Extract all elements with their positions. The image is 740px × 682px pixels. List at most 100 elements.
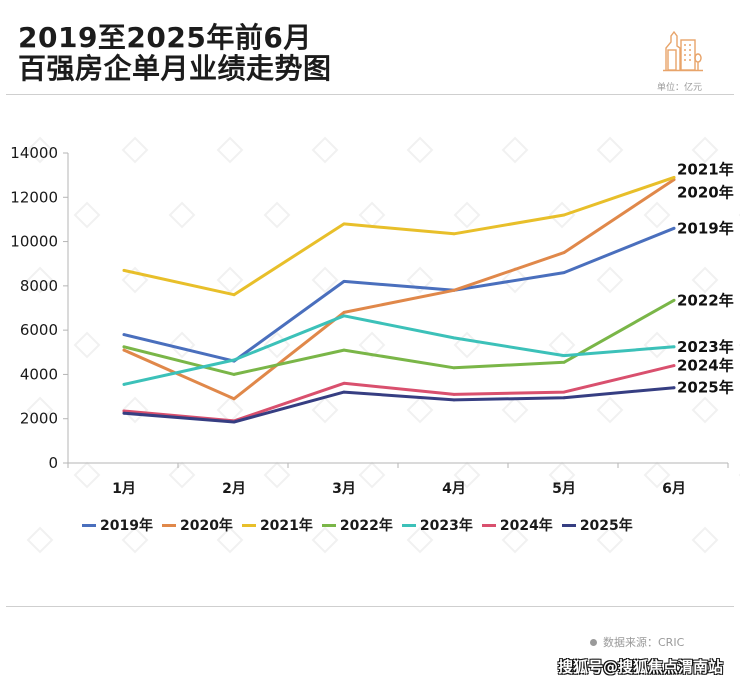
data-point (452, 393, 456, 396)
data-point (122, 345, 126, 349)
data-point (452, 232, 456, 236)
watermark-mark (168, 201, 196, 229)
watermark-mark (311, 526, 339, 554)
data-point (562, 213, 566, 217)
watermark-mark (216, 136, 244, 164)
watermark-mark (548, 461, 576, 489)
data-point (452, 398, 456, 402)
axes: 0 2000 4000 6000 8000 10000 12000 14000 1月 2月 3月 4月… (10, 144, 729, 497)
series-line-2021 (122, 175, 676, 297)
watermark-mark (121, 396, 149, 424)
watermark-mark (406, 526, 434, 554)
data-point (122, 383, 126, 386)
watermark-mark (168, 331, 196, 359)
watermark-mark (691, 266, 719, 294)
x-tick-label: 3月 (332, 481, 356, 497)
legend-swatch (481, 523, 496, 527)
watermark-mark (73, 461, 101, 489)
x-tick-label: 1月 (112, 481, 136, 497)
x-tick-label: 4月 (442, 481, 466, 497)
data-point (342, 311, 346, 314)
data-point (452, 288, 456, 292)
data-point (232, 373, 236, 376)
legend-swatch (401, 523, 416, 527)
watermark-mark (596, 266, 624, 294)
y-tick-label: 4000 (20, 365, 58, 383)
legend-label: 2019年 (100, 518, 153, 534)
end-label: 2023年 (677, 338, 734, 356)
legend-swatch (82, 523, 96, 527)
data-source: 数据来源：CRIC (590, 634, 684, 650)
watermark-mark (596, 136, 624, 164)
series-line-2019 (122, 226, 676, 363)
watermark-mark (216, 266, 244, 294)
watermark-mark (501, 136, 529, 164)
header-divider (6, 94, 734, 95)
legend-item: 2019年 (82, 515, 153, 535)
data-point (672, 364, 676, 367)
legend-label: 2021年 (259, 518, 313, 534)
watermark-mark (501, 396, 529, 424)
source-text: 数据来源：CRIC (603, 636, 685, 649)
watermark-mark (311, 266, 339, 294)
legend-item: 2023年 (401, 515, 473, 535)
watermark-mark (73, 201, 101, 229)
watermark-mark (406, 136, 434, 164)
watermark-mark (691, 396, 719, 424)
y-tick-label: 6000 (20, 321, 58, 339)
buildings-icon (663, 30, 703, 72)
watermark-mark (263, 201, 291, 229)
legend-label: 2023年 (419, 518, 473, 534)
series-line-2022 (122, 298, 676, 376)
series-line-2025 (122, 386, 676, 424)
data-point (342, 280, 346, 283)
legend-label: 2025年 (579, 518, 633, 534)
watermark-mark (691, 526, 719, 554)
legend-item: 2024年 (481, 515, 553, 535)
watermark-mark (691, 136, 719, 164)
data-point (342, 390, 346, 394)
legend-item: 2021年 (241, 515, 313, 535)
watermark-mark (406, 396, 434, 424)
watermark-mark (358, 461, 386, 489)
watermark-mark (643, 461, 671, 489)
data-point (672, 176, 676, 179)
watermark-mark (453, 201, 481, 229)
series-lines (122, 175, 676, 424)
x-tick-label: 6月 (662, 481, 686, 497)
data-point (122, 348, 126, 352)
legend-swatch (321, 523, 336, 527)
watermark-mark (216, 526, 244, 554)
footer-divider (6, 606, 734, 607)
x-tick-label: 2月 (222, 481, 246, 497)
unit-label: 单位：亿元 (657, 83, 703, 93)
legend-swatch (241, 523, 256, 527)
watermark-mark (596, 526, 624, 554)
legend-item: 2022年 (321, 515, 393, 535)
data-point (232, 293, 236, 297)
chart-title: 2019至2025年前6月 百强房企单月业绩走势图 (18, 22, 332, 84)
watermark-mark (406, 266, 434, 294)
data-point (232, 358, 236, 362)
legend-item: 2020年 (161, 515, 233, 535)
x-tick-label: 5月 (552, 481, 576, 497)
data-point (452, 366, 456, 370)
data-point (342, 381, 346, 385)
data-point (672, 298, 676, 302)
legend-item: 2025年 (561, 515, 633, 535)
watermark-mark (311, 136, 339, 164)
legend-swatch (161, 523, 176, 527)
series-line-2020 (122, 178, 676, 401)
title-line-1: 2019至2025年前6月 (18, 21, 312, 54)
end-label: 2021年 (677, 160, 734, 178)
data-point (122, 333, 126, 336)
watermark-mark (311, 396, 339, 424)
end-label: 2025年 (677, 379, 734, 397)
watermark-mark (643, 201, 671, 229)
end-label: 2024年 (677, 357, 734, 375)
watermark-mark (121, 526, 149, 554)
watermark-mark (548, 331, 576, 359)
watermark-mark (26, 526, 54, 554)
watermark-mark (358, 331, 386, 359)
data-point (342, 314, 346, 318)
